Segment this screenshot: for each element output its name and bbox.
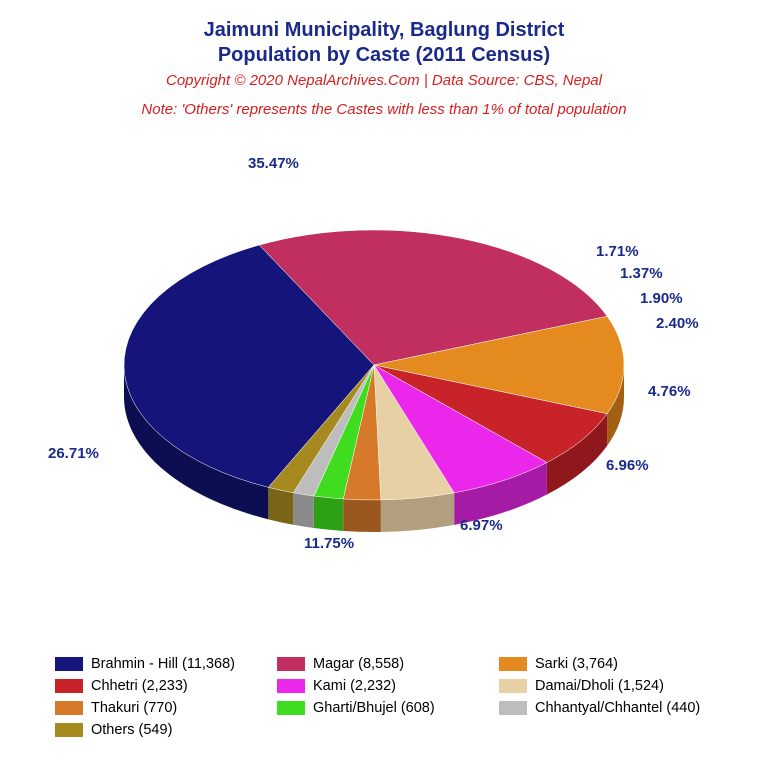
pct-label: 6.96% [606,457,649,474]
legend-item: Sarki (3,764) [499,656,713,672]
legend-item: Gharti/Bhujel (608) [277,700,491,716]
pie-side [293,493,314,528]
legend-swatch [277,701,305,715]
pct-label: 4.76% [648,383,691,400]
legend-label: Magar (8,558) [313,656,404,672]
legend-label: Others (549) [91,722,172,738]
pct-label: 11.75% [304,535,354,552]
pct-label: 1.37% [620,265,663,282]
legend-label: Chhetri (2,233) [91,678,188,694]
legend-swatch [499,701,527,715]
pie-svg [0,135,768,565]
legend-label: Brahmin - Hill (11,368) [91,656,235,672]
legend-swatch [499,679,527,693]
pct-label: 35.47% [248,155,299,172]
legend-item: Chhetri (2,233) [55,678,269,694]
copyright-text: Copyright © 2020 NepalArchives.Com | Dat… [0,72,768,89]
pct-label: 26.71% [48,445,99,462]
legend-item: Kami (2,232) [277,678,491,694]
pie-side [314,496,343,531]
legend-swatch [277,657,305,671]
title-line-1: Jaimuni Municipality, Baglung District [0,18,768,43]
legend-swatch [277,679,305,693]
legend-swatch [55,679,83,693]
pct-label: 6.97% [460,517,503,534]
legend-label: Kami (2,232) [313,678,396,694]
legend-item: Others (549) [55,722,269,738]
legend-label: Damai/Dholi (1,524) [535,678,664,694]
legend-item: Damai/Dholi (1,524) [499,678,713,694]
pie-side [343,499,381,532]
title-block: Jaimuni Municipality, Baglung District P… [0,0,768,118]
legend-label: Gharti/Bhujel (608) [313,700,435,716]
legend-item: Magar (8,558) [277,656,491,672]
legend-label: Sarki (3,764) [535,656,618,672]
legend-swatch [55,723,83,737]
title-line-2: Population by Caste (2011 Census) [0,43,768,68]
pct-label: 1.71% [596,243,639,260]
legend: Brahmin - Hill (11,368) Magar (8,558) Sark… [55,656,713,738]
pct-label: 1.90% [640,290,683,307]
note-text: Note: 'Others' represents the Castes wit… [0,101,768,118]
pie-side [268,487,293,524]
legend-label: Thakuri (770) [91,700,177,716]
legend-item: Brahmin - Hill (11,368) [55,656,269,672]
pct-label: 2.40% [656,315,699,332]
legend-swatch [55,657,83,671]
legend-swatch [55,701,83,715]
legend-label: Chhantyal/Chhantel (440) [535,700,700,716]
pie-chart: 35.47% 26.71% 11.75% 6.97% 6.96% 4.76% 2.40% 1.… [0,135,768,565]
legend-item: Thakuri (770) [55,700,269,716]
legend-item: Chhantyal/Chhantel (440) [499,700,713,716]
legend-swatch [499,657,527,671]
